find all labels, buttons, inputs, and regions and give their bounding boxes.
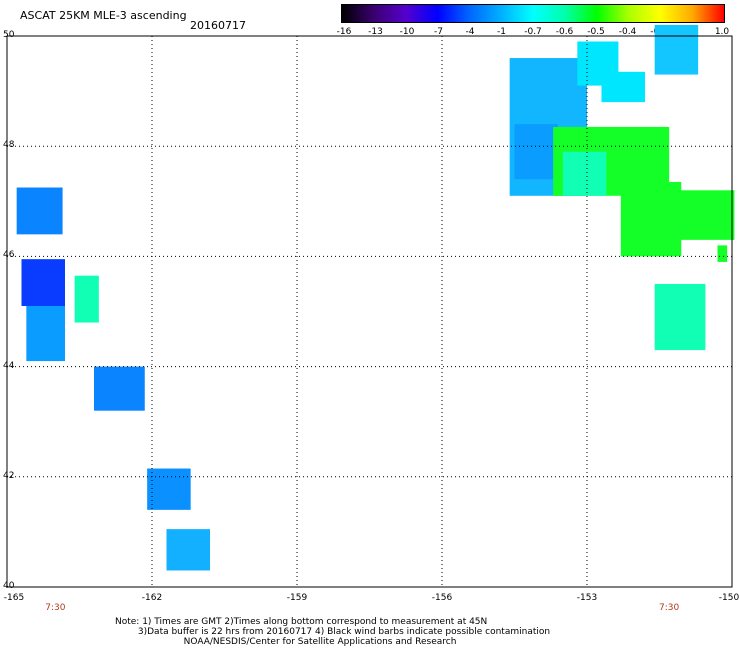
notes: Note: 1) Times are GMT 2)Times along bot… — [115, 617, 550, 647]
colorbar-label: -0.5 — [587, 27, 605, 37]
colorbar-label: -13 — [368, 27, 383, 37]
y-axis-label: 42 — [3, 470, 15, 481]
time-label: 7:30 — [45, 603, 66, 613]
wind-cell — [654, 24, 699, 75]
y-axis-label: 44 — [3, 360, 15, 371]
wind-cell — [26, 305, 65, 362]
wind-cell — [147, 468, 191, 510]
chart-date: 20160717 — [190, 19, 246, 32]
x-axis-label: -150 — [718, 593, 740, 603]
wind-cell — [74, 275, 99, 323]
colorbar-label: -16 — [336, 27, 352, 37]
colorbar — [341, 4, 725, 23]
y-axis-label: 50 — [3, 30, 15, 40]
note-line-2: 3)Data buffer is 22 hrs from 20160717 4)… — [115, 627, 551, 637]
x-axis-label: -159 — [286, 593, 308, 603]
wind-cell — [562, 151, 607, 196]
colorbar-label: -7 — [434, 27, 443, 37]
colorbar-labels: -16-13-10-7-4-1-0.7-0.6-0.5-0.4-0.10.01.… — [330, 27, 740, 39]
x-axis-label: -156 — [431, 593, 453, 603]
chart-title: ASCAT 25KM MLE-3 ascending — [20, 9, 187, 22]
wind-cell — [21, 259, 65, 306]
colorbar-label: -0.4 — [618, 27, 637, 37]
colorbar-label: 1.0 — [714, 27, 730, 37]
wind-cells — [16, 24, 735, 571]
wind-cell — [601, 71, 645, 103]
wind-cell — [717, 245, 728, 262]
note-line-1: Note: 1) Times are GMT 2)Times along bot… — [115, 617, 488, 627]
wind-cell — [16, 187, 63, 235]
colorbar-label: -0.7 — [524, 27, 542, 37]
grid-lines — [7, 36, 732, 587]
wind-cell — [654, 283, 706, 351]
x-axis-label: -153 — [576, 593, 598, 603]
y-axis-label: 40 — [3, 581, 15, 591]
wind-cell — [94, 366, 145, 411]
wind-cell — [678, 190, 735, 240]
wind-cell — [166, 529, 210, 571]
map-frame — [6, 35, 733, 588]
y-axis-label: 48 — [3, 140, 15, 151]
wind-cell — [514, 124, 558, 180]
time-label: 7:30 — [659, 603, 680, 613]
colorbar-label: -4 — [465, 27, 475, 37]
colorbar-label: -0.6 — [555, 27, 574, 37]
note-line-3: NOAA/NESDIS/Center for Satellite Applica… — [115, 637, 457, 647]
x-axis-label: -165 — [3, 593, 25, 603]
y-axis-label: 46 — [3, 250, 15, 261]
colorbar-label: -1 — [497, 27, 506, 37]
wind-cell — [620, 182, 682, 257]
colorbar-label: -10 — [399, 27, 415, 37]
x-axis-label: -162 — [141, 593, 163, 603]
